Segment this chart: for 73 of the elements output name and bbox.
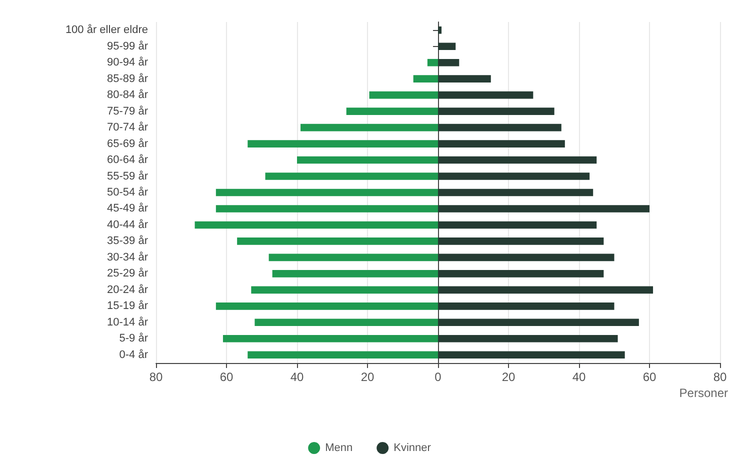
bar	[438, 156, 597, 164]
y-tick-label: 70-74 år	[107, 122, 148, 134]
x-axis-title: Personer	[679, 386, 728, 400]
y-tick-label: 10-14 år	[107, 316, 148, 328]
bar	[438, 205, 650, 212]
bar	[248, 140, 438, 148]
bar	[265, 172, 438, 180]
bar	[438, 26, 442, 34]
bar	[300, 124, 438, 132]
y-tick-label: 35-39 år	[107, 235, 148, 248]
bar	[438, 351, 625, 359]
bar	[438, 254, 614, 262]
x-tick-label: 80	[713, 370, 727, 384]
bar	[272, 270, 438, 278]
bar	[438, 124, 562, 132]
bar	[438, 58, 460, 66]
y-tick-label: 80-84 år	[107, 89, 148, 102]
y-tick-label: 45-49 år	[107, 202, 148, 215]
legend-label: Kvinner	[394, 442, 432, 454]
bar	[438, 108, 554, 115]
legend-label: Menn	[325, 442, 353, 454]
bar	[438, 334, 618, 342]
bar	[438, 188, 594, 196]
y-tick-label: 95-99 år	[107, 40, 148, 52]
x-tick-label: 60	[220, 370, 234, 384]
bar	[194, 221, 438, 229]
bar	[216, 205, 438, 212]
y-tick-label: 25-29 år	[107, 268, 148, 280]
bar	[251, 286, 438, 294]
y-tick-label: 15-19 år	[107, 300, 148, 312]
bar	[438, 286, 654, 294]
bar	[438, 238, 604, 245]
y-tick-label: 100 år eller eldre	[65, 24, 148, 36]
y-tick-label: 85-89 år	[107, 72, 148, 85]
x-tick-label: 60	[642, 370, 656, 384]
y-tick-label: 75-79 år	[107, 105, 148, 118]
y-tick-label: 5-9 år	[119, 332, 148, 345]
y-tick-label: 90-94 år	[107, 56, 148, 69]
bar	[346, 108, 438, 115]
bar	[237, 238, 438, 245]
y-tick-label: 30-34 år	[107, 251, 148, 264]
bar	[248, 351, 438, 359]
bar	[438, 75, 491, 82]
x-tick-label: 40	[290, 370, 304, 384]
bar	[216, 188, 438, 196]
y-tick-label: 0-4 år	[119, 348, 148, 361]
bar	[438, 172, 590, 180]
y-tick-label: 20-24 år	[107, 284, 148, 296]
bar	[413, 75, 438, 82]
y-tick-label: 40-44 år	[107, 218, 148, 231]
x-tick-label: 0	[434, 370, 442, 384]
x-tick-label: 40	[572, 370, 586, 384]
bar	[297, 156, 438, 164]
bar	[438, 318, 639, 326]
bar	[438, 221, 597, 229]
x-tick-label: 80	[149, 370, 163, 384]
bar	[438, 302, 614, 310]
y-tick-label: 50-54 år	[107, 186, 148, 198]
x-tick-label: 20	[502, 370, 516, 384]
bar	[427, 58, 438, 66]
bar	[438, 42, 456, 50]
y-tick-label: 60-64 år	[107, 154, 148, 166]
y-tick-label: 55-59 år	[107, 170, 148, 182]
x-tick-label: 20	[360, 370, 374, 384]
bar	[438, 270, 604, 278]
bar	[216, 302, 438, 310]
bar	[438, 91, 534, 99]
bar	[268, 254, 438, 262]
bar	[254, 318, 438, 326]
bar	[369, 91, 438, 99]
bar	[222, 334, 438, 342]
bar	[438, 140, 565, 148]
y-tick-label: 65-69 år	[107, 138, 148, 150]
